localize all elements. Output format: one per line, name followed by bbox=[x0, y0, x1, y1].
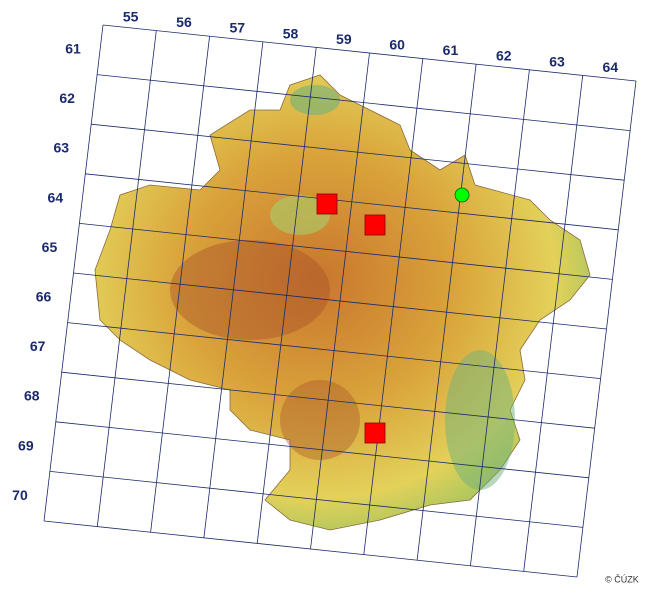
terrain-highland bbox=[170, 240, 330, 340]
terrain-lowland bbox=[290, 85, 340, 115]
region-terrain bbox=[94, 74, 591, 531]
row-label: 65 bbox=[42, 239, 58, 255]
column-label: 60 bbox=[389, 37, 405, 53]
column-label: 63 bbox=[549, 53, 565, 69]
column-label: 61 bbox=[443, 42, 459, 58]
grid-line bbox=[97, 74, 631, 131]
grid-line bbox=[85, 173, 619, 231]
row-label: 66 bbox=[36, 289, 52, 305]
row-label: 70 bbox=[12, 487, 28, 503]
terrain-lowland bbox=[270, 195, 330, 235]
grid-line bbox=[49, 471, 583, 528]
column-label: 55 bbox=[123, 9, 139, 25]
record-marker bbox=[364, 214, 386, 236]
grid-line bbox=[67, 322, 601, 379]
grid-line bbox=[73, 272, 607, 330]
column-label: 59 bbox=[336, 31, 352, 47]
grid-line bbox=[91, 123, 625, 181]
column-label: 58 bbox=[283, 25, 299, 41]
row-label: 69 bbox=[18, 437, 34, 453]
column-label: 57 bbox=[229, 20, 245, 36]
record-marker bbox=[316, 193, 338, 215]
grid-line bbox=[79, 223, 613, 280]
grid-line bbox=[61, 371, 595, 429]
terrain-highland bbox=[280, 380, 360, 460]
row-label: 67 bbox=[30, 338, 46, 354]
column-label: 64 bbox=[603, 59, 619, 75]
copyright: © ČÚZK bbox=[605, 574, 639, 584]
grid-line bbox=[43, 520, 578, 578]
row-label: 68 bbox=[24, 388, 40, 404]
row-label: 61 bbox=[65, 41, 81, 57]
record-marker bbox=[454, 187, 470, 203]
row-label: 62 bbox=[59, 90, 75, 106]
row-label: 64 bbox=[48, 189, 64, 205]
grid-line bbox=[55, 421, 589, 479]
terrain-lowland bbox=[445, 350, 515, 490]
grid bbox=[43, 24, 637, 578]
grid-line bbox=[102, 24, 637, 82]
column-label: 62 bbox=[496, 48, 512, 64]
row-label: 63 bbox=[53, 140, 69, 156]
record-marker bbox=[364, 422, 386, 444]
column-label: 56 bbox=[176, 14, 192, 30]
